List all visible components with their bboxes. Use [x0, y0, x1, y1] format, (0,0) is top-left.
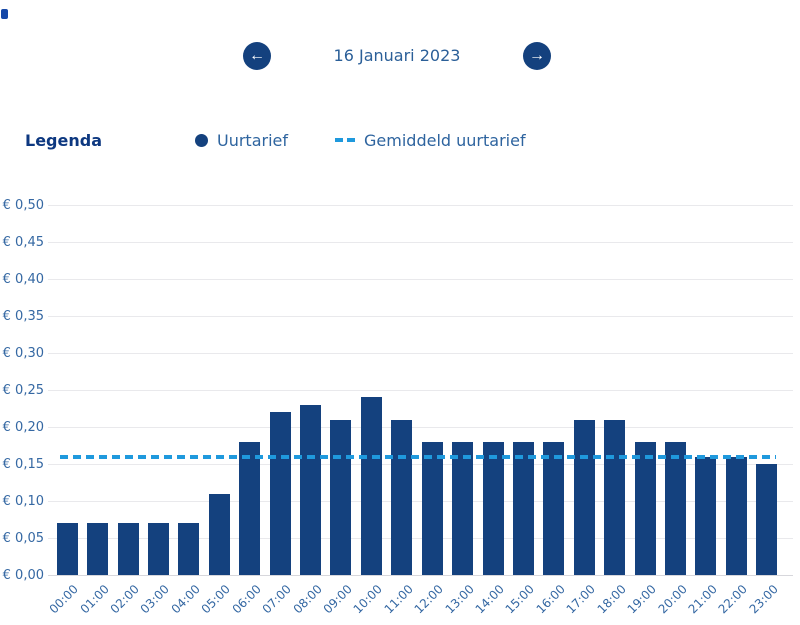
y-gridline	[48, 205, 793, 206]
bar-02:00[interactable]	[117, 523, 139, 575]
arrow-left-icon: ←	[249, 47, 265, 64]
next-day-button[interactable]: →	[523, 42, 551, 70]
legend-item-label: Uurtarief	[217, 130, 289, 150]
bar-05:00[interactable]	[208, 493, 230, 575]
average-rate-dashed-line	[60, 454, 776, 459]
bar-03:00[interactable]	[147, 523, 169, 575]
bar-20:00[interactable]	[665, 441, 687, 575]
y-gridline	[48, 538, 793, 539]
legend: Legenda Uurtarief Gemiddeld uurtarief	[25, 129, 526, 151]
bar-17:00[interactable]	[573, 419, 595, 575]
y-axis-tick-label: € 0,30	[2, 346, 44, 361]
y-axis-tick-label: € 0,15	[2, 457, 44, 472]
bar-00:00[interactable]	[56, 523, 78, 575]
y-axis-tick-label: € 0,10	[2, 494, 44, 509]
y-axis-tick-label: € 0,05	[2, 531, 44, 546]
bar-19:00[interactable]	[634, 441, 656, 575]
y-axis-tick-label: € 0,25	[2, 383, 44, 398]
y-axis-tick-label: € 0,35	[2, 309, 44, 324]
arrow-right-icon: →	[529, 47, 545, 64]
bar-13:00[interactable]	[452, 441, 474, 575]
y-gridline	[48, 242, 793, 243]
bar-14:00[interactable]	[482, 441, 504, 575]
bar-15:00[interactable]	[512, 441, 534, 575]
y-gridline	[48, 575, 793, 576]
bar-21:00[interactable]	[695, 456, 717, 575]
bar-12:00[interactable]	[421, 441, 443, 575]
top-left-blue-mark	[1, 9, 8, 19]
bar-08:00[interactable]	[300, 404, 322, 575]
y-axis-tick-label: € 0,45	[2, 235, 44, 250]
y-gridline	[48, 353, 793, 354]
bar-01:00[interactable]	[87, 523, 109, 575]
bar-23:00[interactable]	[756, 464, 778, 575]
dashed-line-marker-icon	[335, 138, 356, 142]
legend-item-uurtarief: Uurtarief	[195, 131, 288, 150]
bar-04:00[interactable]	[178, 523, 200, 575]
y-axis-tick-label: € 0,40	[2, 272, 44, 287]
legend-title: Legenda	[25, 130, 102, 150]
y-gridline	[48, 464, 793, 465]
bar-07:00[interactable]	[269, 412, 291, 575]
legend-item-gemiddeld-uurtarief: Gemiddeld uurtarief	[335, 131, 526, 150]
y-gridline	[48, 390, 793, 391]
y-axis-tick-label: € 0,20	[2, 420, 44, 435]
y-gridline	[48, 501, 793, 502]
y-axis-tick-label: € 0,00	[2, 568, 44, 583]
bar-22:00[interactable]	[725, 456, 747, 575]
y-gridline	[48, 427, 793, 428]
bar-11:00[interactable]	[391, 419, 413, 575]
y-gridline	[48, 316, 793, 317]
dot-marker-icon	[195, 133, 208, 147]
bar-18:00[interactable]	[604, 419, 626, 575]
y-axis-tick-label: € 0,50	[2, 198, 44, 213]
bar-09:00[interactable]	[330, 419, 352, 575]
y-gridline	[48, 279, 793, 280]
hourly-rate-bar-chart: € 0,50 € 0,45 € 0,40 € 0,35 € 0,30 € 0,25 € 0,…	[0, 185, 800, 625]
bar-10:00[interactable]	[360, 397, 382, 575]
bar-06:00[interactable]	[239, 441, 261, 575]
legend-item-label: Gemiddeld uurtarief	[364, 130, 526, 150]
previous-day-button[interactable]: ←	[243, 42, 271, 70]
date-label: 16 Januari 2023	[333, 46, 461, 65]
bar-16:00[interactable]	[543, 441, 565, 575]
